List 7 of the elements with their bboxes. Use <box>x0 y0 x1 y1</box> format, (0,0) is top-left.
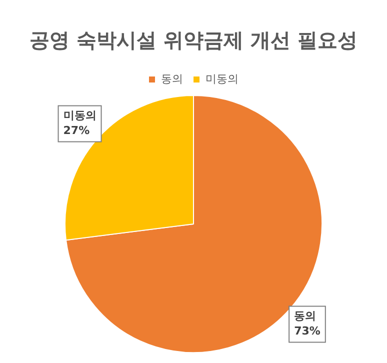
slice-label: 동의 <box>294 310 316 323</box>
legend-label: 미동의 <box>206 72 238 86</box>
data-label: 73% <box>294 324 320 338</box>
chart-title: 공영 숙박시설 위약금제 개선 필요성 <box>30 28 358 52</box>
data-label: 27% <box>63 124 90 138</box>
legend-label: 동의 <box>161 72 183 86</box>
slice-label: 미동의 <box>63 109 96 122</box>
